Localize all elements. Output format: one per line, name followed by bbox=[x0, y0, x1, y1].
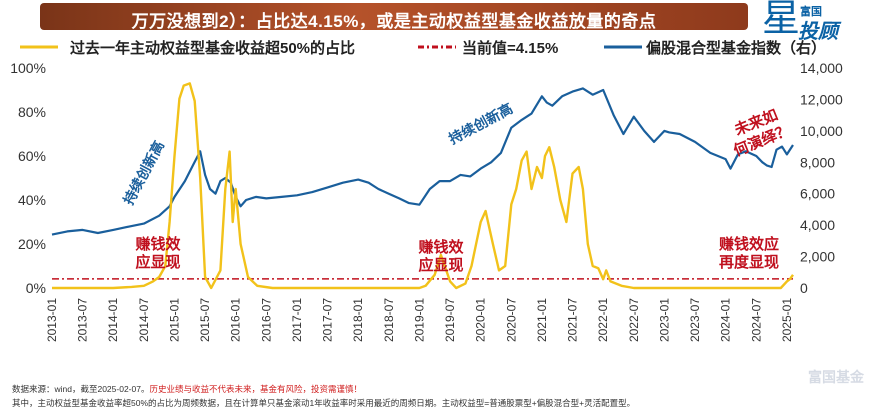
x-tick-label: 2024-01 bbox=[719, 298, 733, 342]
x-tick-label: 2022-01 bbox=[596, 298, 610, 342]
x-tick-label: 2014-07 bbox=[137, 298, 151, 342]
x-tick-label: 2024-07 bbox=[749, 298, 763, 342]
x-tick-label: 2019-01 bbox=[412, 298, 426, 342]
method-note: 其中，主动权益型基金收益率超50%的占比为周频数据，且在计算单只基金滚动1年收益… bbox=[12, 398, 636, 408]
brand-logo: 星 富国 投顾 bbox=[762, 0, 868, 43]
x-tick-label: 2020-01 bbox=[474, 298, 488, 342]
x-tick-label: 2023-07 bbox=[688, 298, 702, 342]
x-tick-label: 2022-07 bbox=[627, 298, 641, 342]
x-tick-label: 2014-01 bbox=[106, 298, 120, 342]
title-banner: 万万没想到2）：占比达4.15%，或是主动权益型基金收益放量的奇点 bbox=[40, 3, 748, 31]
y-right-tick-label: 2,000 bbox=[800, 249, 835, 265]
legend-label-1: 过去一年主动权益型基金收益超50%的占比 bbox=[70, 39, 355, 57]
watermark-text: 富国基金 bbox=[808, 369, 865, 385]
y-left-tick-label: 20% bbox=[18, 236, 46, 252]
x-tick-label: 2015-07 bbox=[198, 298, 212, 342]
annotation-profit-2025-line1: 赚钱效应 bbox=[718, 235, 779, 253]
y-right-tick-label: 4,000 bbox=[800, 217, 835, 233]
y-right-tick-label: 6,000 bbox=[800, 186, 835, 202]
x-tick-label: 2023-01 bbox=[657, 298, 671, 342]
x-tick-label: 2016-07 bbox=[259, 298, 273, 342]
source-note: 数据来源：wind，截至2025-02-07。历史业绩与收益不代表未来，基金有风… bbox=[12, 383, 362, 395]
x-tick-label: 2021-07 bbox=[566, 298, 580, 342]
x-tick-label: 2019-07 bbox=[443, 298, 457, 342]
brand-star-mark: 星 bbox=[762, 0, 801, 40]
source-text: 数据来源：wind，截至2025-02-07。 bbox=[12, 384, 150, 394]
y-left-tick-label: 40% bbox=[18, 192, 46, 208]
x-tick-label: 2018-01 bbox=[351, 298, 365, 342]
y-right-tick-label: 12,000 bbox=[800, 91, 843, 107]
x-tick-label: 2018-07 bbox=[382, 298, 396, 342]
risk-warning: 历史业绩与收益不代表未来，基金有风险，投资需谨慎！ bbox=[149, 384, 362, 394]
y-right-tick-label: 14,000 bbox=[800, 60, 843, 76]
annotation-profit-2019-line1: 赚钱效 bbox=[417, 238, 464, 256]
x-tick-label: 2013-01 bbox=[45, 298, 59, 342]
annotation-profit-2015-line1: 赚钱效 bbox=[134, 235, 181, 253]
y-right-tick-label: 8,000 bbox=[800, 154, 835, 170]
legend-label-3: 偏股混合型基金指数（右） bbox=[646, 39, 826, 57]
annotation-new-high-2015: 持续创新高 bbox=[120, 138, 167, 207]
series-line-fund-index bbox=[51, 87, 794, 236]
annotation-profit-2015-line2: 应显现 bbox=[135, 253, 180, 271]
brand-small-text: 富国 bbox=[800, 6, 822, 18]
chart-title: 万万没想到2）：占比达4.15%，或是主动权益型基金收益放量的奇点 bbox=[131, 12, 657, 31]
annotation-profit-2025-line2: 再度显现 bbox=[719, 253, 779, 271]
y-left-tick-label: 80% bbox=[18, 104, 46, 120]
x-tick-label: 2021-01 bbox=[535, 298, 549, 342]
x-tick-label: 2025-01 bbox=[780, 298, 794, 342]
x-tick-label: 2013-07 bbox=[76, 298, 90, 342]
y-left-tick-label: 100% bbox=[10, 60, 46, 76]
x-tick-label: 2017-01 bbox=[290, 298, 304, 342]
series-line-share-over-50pct bbox=[52, 82, 794, 290]
annotation-profit-2019-line2: 应显现 bbox=[418, 256, 463, 274]
y-left-tick-label: 60% bbox=[18, 148, 46, 164]
annotation-new-high-2020: 持续创新高 bbox=[446, 100, 515, 147]
x-tick-label: 2016-01 bbox=[229, 298, 243, 342]
brand-big-text: 投顾 bbox=[798, 21, 838, 43]
x-tick-label: 2015-01 bbox=[167, 298, 181, 342]
legend-label-2: 当前值=4.15% bbox=[462, 39, 558, 57]
y-left-tick-label: 0% bbox=[26, 280, 46, 296]
x-tick-label: 2020-07 bbox=[504, 298, 518, 342]
y-right-tick-label: 10,000 bbox=[800, 123, 843, 139]
x-tick-label: 2017-07 bbox=[321, 298, 335, 342]
y-right-tick-label: 0 bbox=[800, 280, 808, 296]
